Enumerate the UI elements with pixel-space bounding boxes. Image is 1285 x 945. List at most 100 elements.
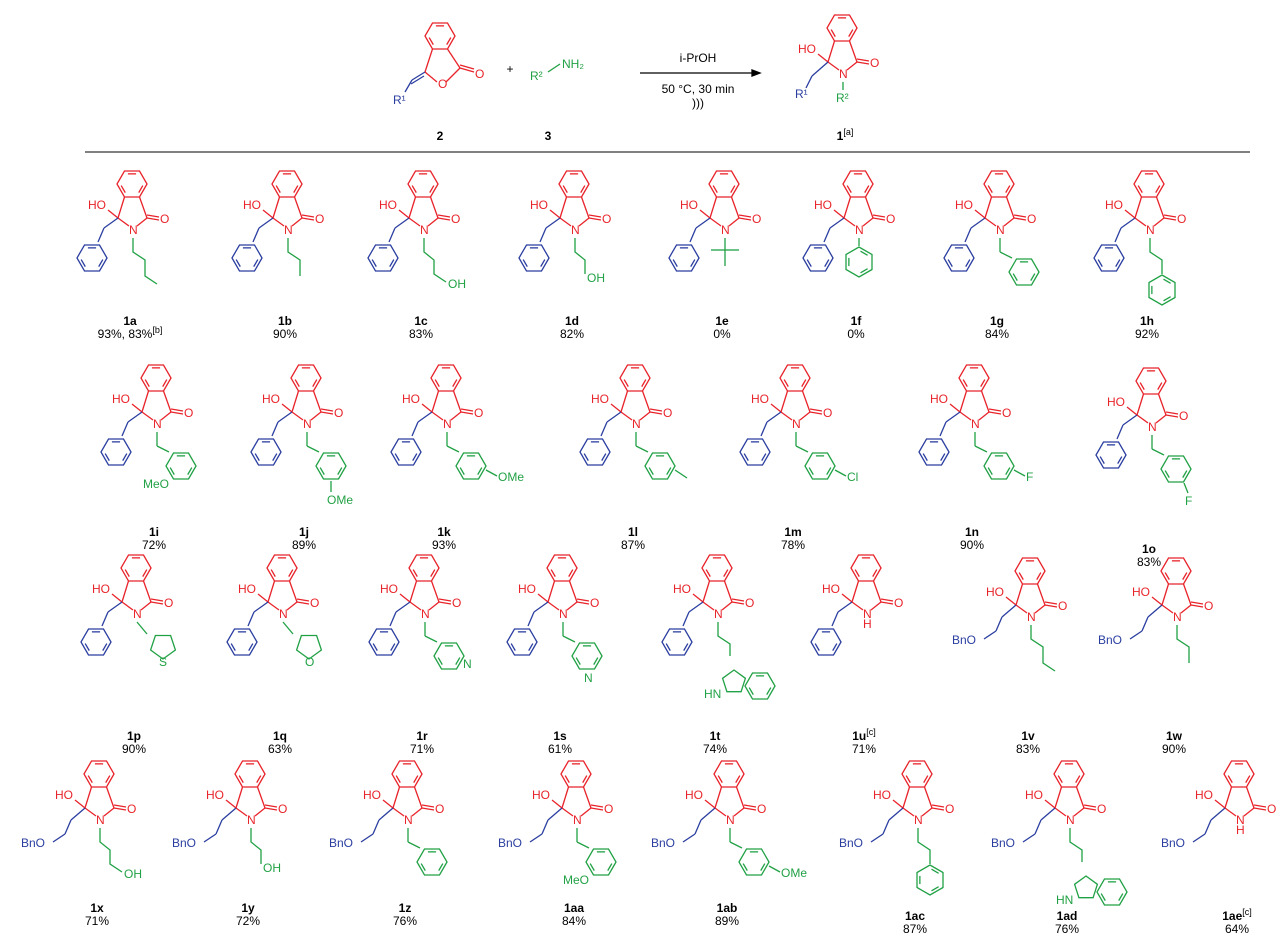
double-bond <box>760 863 766 871</box>
ring-outline <box>1096 878 1128 906</box>
core-benzene <box>83 760 115 788</box>
double-bond <box>1005 185 1011 193</box>
ring-outline <box>430 364 462 392</box>
compound-yield: 78% <box>781 538 805 552</box>
r1-phenyl <box>661 628 693 656</box>
ring-outline <box>83 760 115 788</box>
core-benzene <box>120 554 152 582</box>
amide-n: N <box>559 607 568 621</box>
double-bond <box>1018 572 1024 580</box>
amide-n: N <box>971 417 980 431</box>
double-bond <box>931 886 939 892</box>
hydroxyl-label: HO <box>55 788 73 802</box>
r2-chain <box>1149 238 1163 274</box>
compound-label: 1k <box>437 525 451 539</box>
compound-1u: O N HO H 1u[c]71% <box>810 554 903 756</box>
core-benzene <box>558 170 590 198</box>
core-benzene <box>1223 760 1255 788</box>
r2-chain <box>1069 828 1083 862</box>
compound-core: O N HO <box>532 760 613 827</box>
amide-n: N <box>303 417 312 431</box>
compound-yield: 90% <box>1162 742 1186 756</box>
compound-label: 1s <box>553 729 567 743</box>
carbonyl-o: O <box>823 406 832 420</box>
compound-core: O N HO <box>986 557 1067 624</box>
double-bond <box>124 569 130 577</box>
double-bond <box>830 29 836 37</box>
ring-outline <box>234 760 266 788</box>
r2-phenyl <box>804 452 836 480</box>
r2-phenyl <box>845 246 873 278</box>
ring-outline <box>804 452 836 480</box>
hydroxyl-label: HO <box>751 392 769 406</box>
ring-outline <box>701 554 733 582</box>
r1-phenyl <box>231 244 263 272</box>
double-bond <box>1075 775 1081 783</box>
double-bond <box>270 569 276 577</box>
ring-outline <box>668 244 700 272</box>
ring-outline <box>1008 258 1040 286</box>
core-benzene <box>430 364 462 392</box>
compound-yield: 83% <box>1016 742 1040 756</box>
double-bond <box>826 467 832 475</box>
amide-n: N <box>420 223 429 237</box>
carbonyl-o: O <box>757 802 766 816</box>
compound-core: O N HO <box>112 364 193 431</box>
compound-1f: O N HO 1f0% <box>802 170 895 341</box>
starting-material-2: O O R¹ 2 <box>393 22 484 143</box>
core-benzene <box>546 554 578 582</box>
double-bond <box>522 259 528 267</box>
amide-n: N <box>1148 420 1157 434</box>
double-bond <box>864 185 870 193</box>
double-bond <box>1227 775 1233 783</box>
double-bond <box>102 643 108 651</box>
r1-phenyl <box>739 438 771 466</box>
double-bond <box>122 453 128 461</box>
r1-phenyl <box>367 244 399 272</box>
yield-sup: [b] <box>152 325 162 335</box>
r2-phenyl <box>916 864 944 896</box>
double-bond <box>683 643 689 651</box>
compound-label: 1g <box>990 314 1004 328</box>
ome-label: OMe <box>498 470 524 484</box>
carbonyl-o: O <box>1097 802 1106 816</box>
start-r1: R¹ <box>393 93 406 107</box>
amide-n: N <box>443 417 452 431</box>
double-bond <box>583 453 589 461</box>
double-bond <box>120 185 126 193</box>
core-benzene <box>407 170 439 198</box>
double-bond <box>872 569 878 577</box>
double-bond <box>288 569 294 577</box>
double-bond <box>801 379 807 387</box>
compound-label: 1i <box>149 525 159 539</box>
h-label: H <box>1236 823 1245 837</box>
core-benzene <box>842 170 874 198</box>
r2-phenyl <box>455 452 487 480</box>
compound-label: 1h <box>1140 314 1154 328</box>
meo-label: MeO <box>143 477 169 491</box>
carbonyl-o: O <box>474 406 483 420</box>
amine-3: R² NH₂ 3 <box>530 57 584 143</box>
compound-yield: 0% <box>847 327 865 341</box>
compound-label: 1o <box>1142 542 1156 556</box>
product-core: O N HO <box>798 14 879 81</box>
bno-label: BnO <box>1098 633 1122 647</box>
carbonyl-o: O <box>164 596 173 610</box>
ring-outline <box>1053 760 1085 788</box>
core-benzene <box>850 554 882 582</box>
compound-core: O N HO <box>206 760 287 827</box>
amide-n: N <box>792 417 801 431</box>
double-bond <box>940 453 946 461</box>
ring-outline <box>1160 557 1192 585</box>
ring-outline <box>80 628 112 656</box>
double-bond <box>142 569 148 577</box>
r2-chain <box>250 828 262 864</box>
double-bond <box>1118 893 1124 901</box>
compound-label: 1a <box>123 314 137 328</box>
double-bond <box>169 467 175 475</box>
hydroxyl-label: HO <box>1025 788 1043 802</box>
ring-outline <box>845 246 873 278</box>
